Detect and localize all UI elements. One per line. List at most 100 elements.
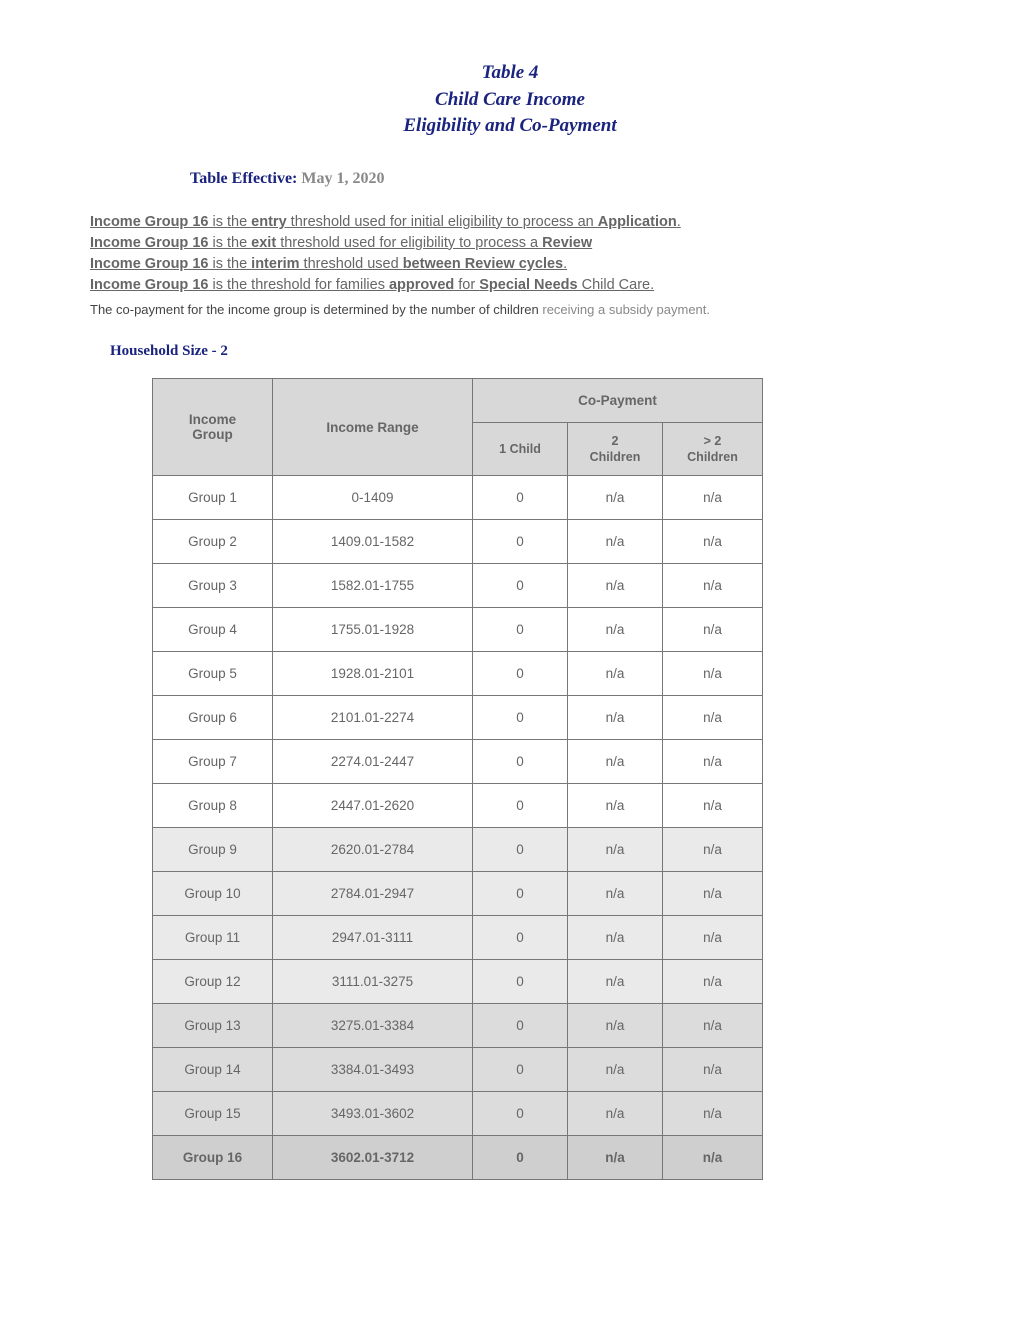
copay-note: The co-payment for the income group is d… bbox=[90, 302, 930, 317]
cell-c1: 0 bbox=[473, 740, 568, 784]
cell-c3: n/a bbox=[663, 872, 763, 916]
cell-c2: n/a bbox=[568, 608, 663, 652]
cell-c1: 0 bbox=[473, 696, 568, 740]
cell-range: 1409.01-1582 bbox=[273, 520, 473, 564]
cell-range: 2101.01-2274 bbox=[273, 696, 473, 740]
cell-c1: 0 bbox=[473, 1092, 568, 1136]
cell-c1: 0 bbox=[473, 608, 568, 652]
cell-range: 3493.01-3602 bbox=[273, 1092, 473, 1136]
cell-c3: n/a bbox=[663, 1136, 763, 1180]
cell-c1: 0 bbox=[473, 1004, 568, 1048]
cell-group: Group 3 bbox=[153, 564, 273, 608]
effective-label: Table Effective: bbox=[190, 170, 297, 187]
th-copayment: Co-Payment bbox=[473, 378, 763, 422]
table-row: Group 153493.01-36020n/an/a bbox=[153, 1092, 763, 1136]
table-row: Group 133275.01-33840n/an/a bbox=[153, 1004, 763, 1048]
cell-c2: n/a bbox=[568, 740, 663, 784]
cell-c3: n/a bbox=[663, 696, 763, 740]
cell-c3: n/a bbox=[663, 476, 763, 520]
cell-c2: n/a bbox=[568, 652, 663, 696]
note-line-4: Income Group 16 is the threshold for fam… bbox=[90, 275, 930, 296]
cell-range: 2274.01-2447 bbox=[273, 740, 473, 784]
cell-range: 2447.01-2620 bbox=[273, 784, 473, 828]
cell-c2: n/a bbox=[568, 1048, 663, 1092]
table-row: Group 51928.01-21010n/an/a bbox=[153, 652, 763, 696]
notes-block: Income Group 16 is the entry threshold u… bbox=[90, 212, 930, 296]
cell-c1: 0 bbox=[473, 1048, 568, 1092]
cell-range: 2620.01-2784 bbox=[273, 828, 473, 872]
cell-c3: n/a bbox=[663, 520, 763, 564]
cell-c2: n/a bbox=[568, 916, 663, 960]
cell-c2: n/a bbox=[568, 828, 663, 872]
th-income-range: Income Range bbox=[273, 378, 473, 476]
cell-c1: 0 bbox=[473, 520, 568, 564]
household-size-label: Household Size - 2 bbox=[110, 343, 930, 360]
cell-c2: n/a bbox=[568, 960, 663, 1004]
cell-c2: n/a bbox=[568, 520, 663, 564]
cell-c2: n/a bbox=[568, 476, 663, 520]
cell-group: Group 15 bbox=[153, 1092, 273, 1136]
cell-c1: 0 bbox=[473, 828, 568, 872]
cell-c3: n/a bbox=[663, 916, 763, 960]
cell-group: Group 1 bbox=[153, 476, 273, 520]
cell-range: 2784.01-2947 bbox=[273, 872, 473, 916]
cell-c1: 0 bbox=[473, 564, 568, 608]
table-row: Group 82447.01-26200n/an/a bbox=[153, 784, 763, 828]
note-line-2: Income Group 16 is the exit threshold us… bbox=[90, 233, 930, 254]
table-row: Group 31582.01-17550n/an/a bbox=[153, 564, 763, 608]
cell-group: Group 13 bbox=[153, 1004, 273, 1048]
cell-c3: n/a bbox=[663, 740, 763, 784]
cell-c2: n/a bbox=[568, 784, 663, 828]
cell-c3: n/a bbox=[663, 828, 763, 872]
note-line-3: Income Group 16 is the interim threshold… bbox=[90, 254, 930, 275]
cell-group: Group 14 bbox=[153, 1048, 273, 1092]
cell-group: Group 2 bbox=[153, 520, 273, 564]
table-row: Group 163602.01-37120n/an/a bbox=[153, 1136, 763, 1180]
cell-range: 3275.01-3384 bbox=[273, 1004, 473, 1048]
table-row: Group 62101.01-22740n/an/a bbox=[153, 696, 763, 740]
cell-group: Group 5 bbox=[153, 652, 273, 696]
table-row: Group 123111.01-32750n/an/a bbox=[153, 960, 763, 1004]
table-row: Group 72274.01-24470n/an/a bbox=[153, 740, 763, 784]
table-row: Group 102784.01-29470n/an/a bbox=[153, 872, 763, 916]
title-line-2: Child Care Income bbox=[90, 87, 930, 114]
page-title: Table 4 Child Care Income Eligibility an… bbox=[90, 60, 930, 140]
cell-c1: 0 bbox=[473, 960, 568, 1004]
cell-c2: n/a bbox=[568, 872, 663, 916]
cell-group: Group 11 bbox=[153, 916, 273, 960]
table-body: Group 10-14090n/an/aGroup 21409.01-15820… bbox=[153, 476, 763, 1180]
title-line-1: Table 4 bbox=[90, 60, 930, 87]
cell-range: 3602.01-3712 bbox=[273, 1136, 473, 1180]
cell-group: Group 7 bbox=[153, 740, 273, 784]
cell-c3: n/a bbox=[663, 652, 763, 696]
table-row: Group 143384.01-34930n/an/a bbox=[153, 1048, 763, 1092]
cell-group: Group 9 bbox=[153, 828, 273, 872]
cell-c1: 0 bbox=[473, 784, 568, 828]
cell-c1: 0 bbox=[473, 476, 568, 520]
table-row: Group 41755.01-19280n/an/a bbox=[153, 608, 763, 652]
cell-c1: 0 bbox=[473, 916, 568, 960]
cell-c3: n/a bbox=[663, 784, 763, 828]
cell-group: Group 8 bbox=[153, 784, 273, 828]
th-2children: 2 Children bbox=[568, 422, 663, 476]
cell-c2: n/a bbox=[568, 1136, 663, 1180]
table-row: Group 10-14090n/an/a bbox=[153, 476, 763, 520]
cell-group: Group 10 bbox=[153, 872, 273, 916]
table-row: Group 112947.01-31110n/an/a bbox=[153, 916, 763, 960]
table-row: Group 92620.01-27840n/an/a bbox=[153, 828, 763, 872]
cell-c3: n/a bbox=[663, 960, 763, 1004]
cell-range: 1928.01-2101 bbox=[273, 652, 473, 696]
cell-group: Group 16 bbox=[153, 1136, 273, 1180]
cell-c3: n/a bbox=[663, 1004, 763, 1048]
cell-range: 0-1409 bbox=[273, 476, 473, 520]
cell-group: Group 12 bbox=[153, 960, 273, 1004]
cell-range: 2947.01-3111 bbox=[273, 916, 473, 960]
th-gt2children: > 2 Children bbox=[663, 422, 763, 476]
cell-c1: 0 bbox=[473, 872, 568, 916]
cell-group: Group 4 bbox=[153, 608, 273, 652]
cell-c3: n/a bbox=[663, 564, 763, 608]
note-line-1: Income Group 16 is the entry threshold u… bbox=[90, 212, 930, 233]
cell-c1: 0 bbox=[473, 652, 568, 696]
th-income-group: Income Group bbox=[153, 378, 273, 476]
cell-c2: n/a bbox=[568, 1004, 663, 1048]
